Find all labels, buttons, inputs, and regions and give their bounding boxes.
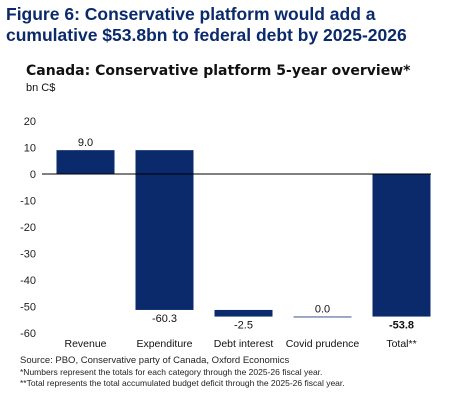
bar-total: [372, 174, 431, 317]
footnote-1: *Numbers represent the totals for each c…: [20, 367, 323, 377]
footnote-2: **Total represents the total accumulated…: [20, 378, 345, 388]
bar-expenditure: [135, 150, 194, 310]
y-tick-label: -60: [20, 328, 36, 340]
data-label: -60.3: [152, 313, 177, 325]
bar-revenue: [56, 150, 115, 174]
category-label: Total**: [386, 338, 416, 350]
bars: [56, 150, 431, 318]
y-tick-label: -50: [20, 302, 36, 314]
y-tick-label: -30: [20, 249, 36, 261]
y-tick-label: -40: [20, 275, 36, 287]
y-tick-label: 10: [24, 143, 36, 155]
data-label: 9.0: [78, 137, 93, 149]
category-label: Covid prudence: [286, 338, 360, 350]
y-tick-label: 0: [30, 169, 36, 181]
figure-title: Figure 6: Conservative platform would ad…: [6, 4, 407, 45]
data-labels: 9.0 -60.3 -2.5 0.0 -53.8: [78, 137, 414, 331]
category-label: Expenditure: [136, 338, 192, 350]
y-tick-label: 20: [24, 116, 36, 128]
data-label: -53.8: [389, 320, 414, 332]
y-axis-label: bn C$: [26, 82, 56, 94]
data-label: 0.0: [315, 304, 330, 316]
category-label: Revenue: [64, 338, 106, 350]
chart-title: Canada: Conservative platform 5-year ove…: [26, 63, 411, 79]
bar-debt-interest: [214, 309, 273, 317]
source-note: Source: PBO, Conservative party of Canad…: [20, 355, 290, 366]
bar-covid-prudence: [293, 316, 352, 318]
category-label: Debt interest: [214, 338, 274, 350]
y-tick-label: -20: [20, 222, 36, 234]
chart-notes: Source: PBO, Conservative party of Canad…: [20, 355, 450, 389]
y-tick-label: -10: [20, 196, 36, 208]
y-axis-ticks: 20 10 0 -10 -20 -30 -40 -50 -60: [20, 116, 36, 340]
data-label: -2.5: [234, 320, 253, 332]
category-labels: Revenue Expenditure Debt interest Covid pru…: [64, 338, 416, 350]
